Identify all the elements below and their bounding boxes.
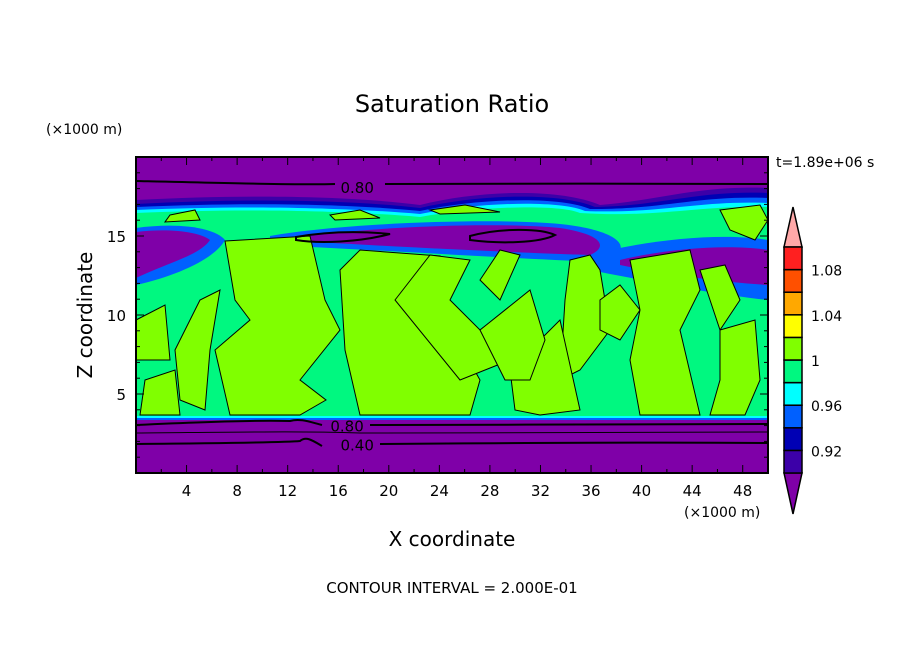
x-axis-label: X coordinate xyxy=(389,527,516,551)
y-tick-label: 10 xyxy=(107,307,126,325)
colorbar-swatch xyxy=(783,268,803,293)
y-axis-label: Z coordinate xyxy=(73,252,97,379)
time-label: t=1.89e+06 s xyxy=(776,155,874,171)
colorbar-over-triangle xyxy=(783,206,803,248)
colorbar-label: 0.92 xyxy=(811,444,842,460)
colorbar-swatch xyxy=(783,427,803,452)
x-tick-label: 16 xyxy=(329,482,348,500)
x-tick-label: 36 xyxy=(581,482,600,500)
x-tick-label: 12 xyxy=(278,482,297,500)
contour-label: 0.40 xyxy=(340,437,373,455)
x-tick-label: 48 xyxy=(733,482,752,500)
y-unit-label: (×1000 m) xyxy=(46,122,122,138)
chart-title: Saturation Ratio xyxy=(355,90,549,118)
contour-label: 0.80 xyxy=(340,179,373,197)
contour-labels: 0.800.800.40 xyxy=(330,179,374,455)
colorbar-swatch xyxy=(783,404,803,429)
field-lens-left-inner xyxy=(136,230,210,278)
colorbar-under-triangle xyxy=(783,472,803,515)
colorbar-swatch xyxy=(783,336,803,361)
contour-lines xyxy=(136,180,768,447)
x-tick-label: 20 xyxy=(379,482,398,500)
x-tick-label: 4 xyxy=(182,482,192,500)
colorbar-label: 1.08 xyxy=(811,264,842,280)
x-tick-label: 24 xyxy=(430,482,449,500)
y-tick-label: 15 xyxy=(107,228,126,246)
colorbar-label: 1.04 xyxy=(811,309,842,325)
x-tick-label: 28 xyxy=(480,482,499,500)
x-tick-label: 32 xyxy=(531,482,550,500)
colorbar: 0.92 0.96 1 1.04 1.08 xyxy=(783,206,842,515)
colorbar-swatch xyxy=(783,246,803,271)
colorbar-label: 0.96 xyxy=(811,399,842,415)
colorbar-swatch xyxy=(783,449,803,474)
field-band-1.02 xyxy=(136,204,768,416)
x-tick-label: 40 xyxy=(632,482,651,500)
x-unit-label: (×1000 m) xyxy=(684,505,760,521)
contour-interval-footer: CONTOUR INTERVAL = 2.000E-01 xyxy=(326,579,577,597)
colorbar-label: 1 xyxy=(811,354,820,370)
x-tick-label: 44 xyxy=(683,482,702,500)
x-tick-label: 8 xyxy=(232,482,242,500)
contour-label: 0.80 xyxy=(330,418,363,436)
contour-field xyxy=(136,157,768,473)
colorbar-swatch xyxy=(783,314,803,339)
colorbar-swatch xyxy=(783,381,803,406)
colorbar-swatch xyxy=(783,291,803,316)
y-tick-label: 5 xyxy=(116,386,126,404)
colorbar-swatch xyxy=(783,359,803,384)
